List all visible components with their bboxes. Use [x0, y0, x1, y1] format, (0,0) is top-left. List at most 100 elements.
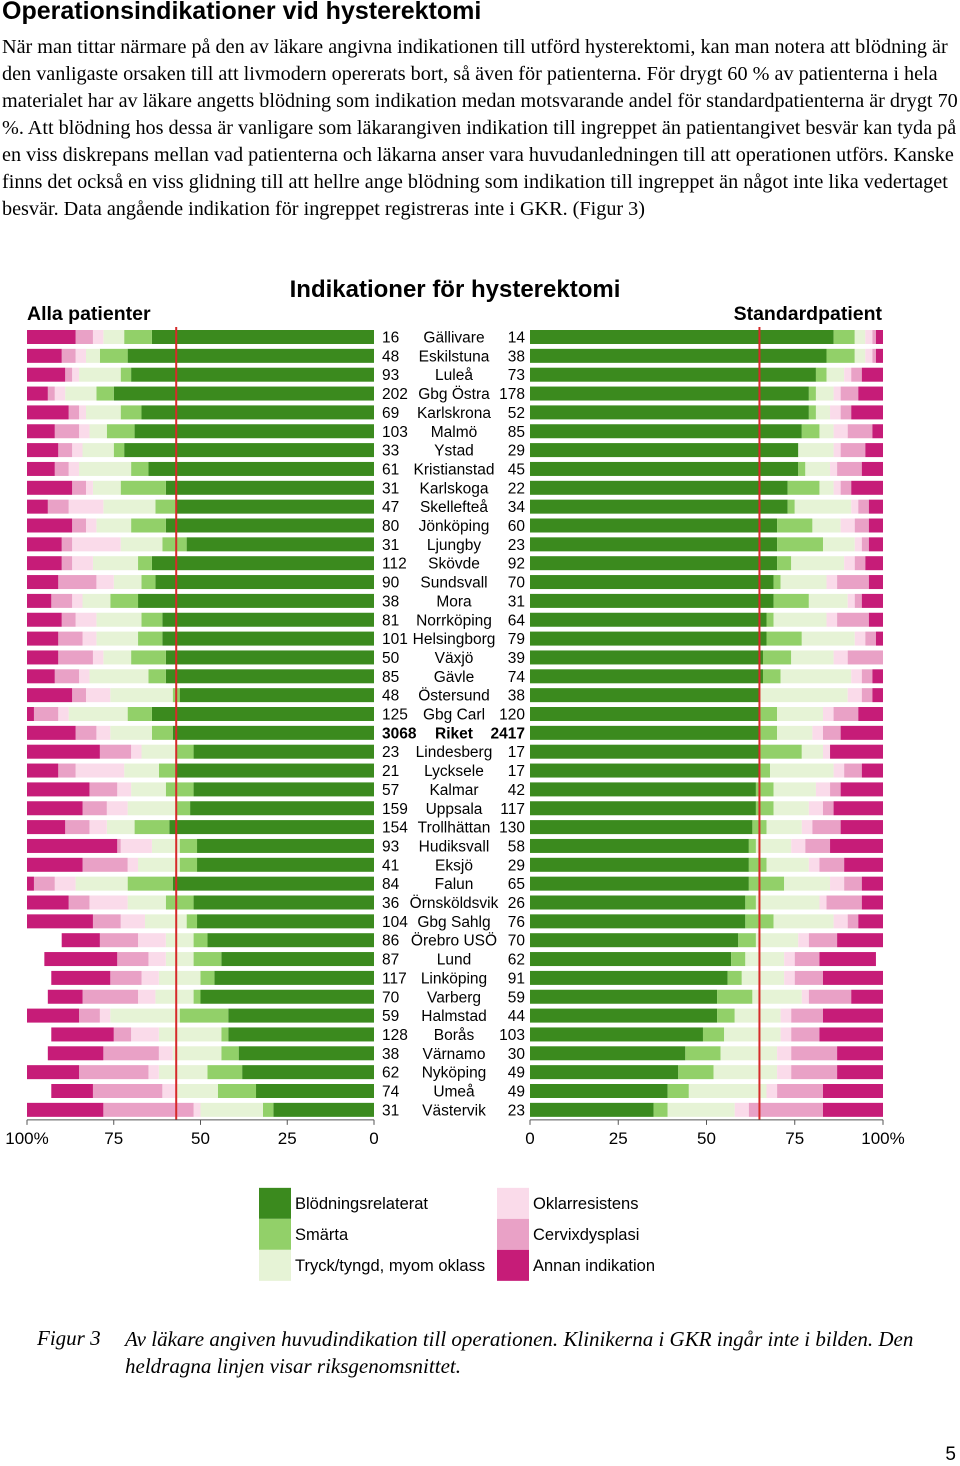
bar-left-eskilstuna-cervixdysplasi — [61, 348, 76, 363]
bar-left-lycksele-annan-indikation — [27, 763, 59, 778]
bar-left-kristianstad-annan-indikation — [27, 461, 55, 476]
bar-left-linkoping-smarta — [200, 970, 215, 985]
clinic-malmo: Malmö — [431, 424, 478, 441]
bar-left-orebro-uso-tryck-tyngd-myom-oklass — [165, 933, 194, 948]
n-std-vastervik: 23 — [508, 1102, 525, 1119]
bar-right-kristianstad-oklarresistens — [830, 461, 838, 476]
clinic-lindesberg: Lindesberg — [416, 744, 493, 761]
bar-left-nykoping-annan-indikation — [27, 1065, 80, 1080]
bar-right-trollhattan-blodningsrelaterat — [530, 820, 753, 835]
bar-left-sundsvall-annan-indikation — [27, 575, 59, 590]
bar-right-umea-cervixdysplasi — [777, 1084, 823, 1098]
n-all-trollhattan: 154 — [382, 820, 408, 837]
bar-right-norrkoping-oklarresistens — [826, 612, 838, 627]
bar-left-kristianstad-oklarresistens — [68, 461, 80, 476]
bar-left-lund-annan-indikation — [44, 952, 118, 967]
bar-right-vaxjo-cervixdysplasi — [847, 650, 883, 665]
bar-right-boras-oklarresistens — [780, 1027, 792, 1042]
bar-left-riket-cervixdysplasi — [75, 725, 97, 740]
bar-left-gallivare-annan-indikation — [27, 330, 76, 344]
bar-right-skelleftea-tryck-tyngd-myom-oklass — [794, 499, 852, 514]
bar-left-lindesberg-smarta — [176, 744, 194, 759]
bar-left-vastervik-cervixdysplasi — [103, 1102, 194, 1117]
bar-right-gallivare-annan-indikation — [875, 330, 883, 344]
bar-right-karlskoga-annan-indikation — [851, 480, 883, 495]
bar-left-eskilstuna-blodningsrelaterat — [127, 348, 374, 363]
bar-left-varberg-smarta — [193, 989, 201, 1004]
bar-right-norrkoping-blodningsrelaterat — [530, 612, 767, 627]
n-all-lycksele: 21 — [382, 763, 399, 780]
bar-left-halmstad-tryck-tyngd-myom-oklass — [110, 1008, 180, 1023]
bar-right-kalmar-blodningsrelaterat — [530, 782, 756, 797]
bar-right-lycksele-blodningsrelaterat — [530, 763, 760, 778]
bar-right-kristianstad-blodningsrelaterat — [530, 461, 799, 476]
n-std-trollhattan: 130 — [499, 820, 525, 837]
bar-left-gbg-carl-smarta — [127, 707, 152, 721]
bar-right-vaxjo-blodningsrelaterat — [530, 650, 763, 665]
bar-right-gavle-tryck-tyngd-myom-oklass — [780, 669, 852, 684]
bar-left-jonkoping-annan-indikation — [27, 518, 73, 533]
n-all-umea: 74 — [382, 1084, 400, 1101]
bar-right-gavle-smarta — [762, 669, 781, 684]
clinic-gbg-carl: Gbg Carl — [423, 707, 485, 724]
intro-paragraph: När man tittar närmare på den av läkare … — [2, 36, 958, 220]
bar-left-kalmar-tryck-tyngd-myom-oklass — [131, 782, 166, 797]
bar-left-mora-blodningsrelaterat — [138, 593, 374, 608]
bar-right-trollhattan-oklarresistens — [801, 820, 813, 835]
bar-left-mora-oklarresistens — [72, 593, 83, 608]
bar-right-boras-annan-indikation — [819, 1027, 883, 1042]
bar-left-uppsala-smarta — [176, 801, 191, 816]
bar-right-ystad-annan-indikation — [865, 443, 883, 458]
bar-left-vaxjo-smarta — [131, 650, 166, 665]
bar-right-halmstad-blodningsrelaterat — [530, 1008, 718, 1023]
bar-left-malmo-smarta — [106, 424, 135, 439]
bar-left-varberg-tryck-tyngd-myom-oklass — [155, 989, 194, 1004]
chart-title: Indikationer för hysterektomi — [290, 276, 621, 303]
bar-right-umea-smarta — [667, 1084, 689, 1098]
bar-left-lulea-smarta — [120, 367, 132, 382]
bar-right-skovde-tryck-tyngd-myom-oklass — [791, 556, 845, 571]
bar-right-hudiksvall-tryck-tyngd-myom-oklass — [755, 838, 792, 853]
bar-left-vastervik-blodningsrelaterat — [273, 1102, 374, 1117]
bar-left-lund-blodningsrelaterat — [221, 952, 374, 967]
bar-left-lycksele-smarta — [158, 763, 177, 778]
bar-right-varberg-blodningsrelaterat — [530, 989, 718, 1004]
legend-swatch-cervixdysplasi — [497, 1218, 529, 1250]
bar-left-kalmar-oklarresistens — [117, 782, 132, 797]
bar-left-ljungby-tryck-tyngd-myom-oklass — [120, 537, 163, 552]
bar-left-linkoping-tryck-tyngd-myom-oklass — [158, 970, 201, 985]
bar-left-vaxjo-blodningsrelaterat — [165, 650, 374, 665]
bar-left-ostersund-blodningsrelaterat — [179, 688, 374, 703]
bar-right-jonkoping-cervixdysplasi — [854, 518, 869, 533]
left-tick-label: 0 — [369, 1129, 378, 1148]
legend-label-annan-indikation: Annan indikation — [533, 1257, 655, 1275]
bar-left-gbg-carl-annan-indikation — [27, 707, 34, 721]
clinic-falun: Falun — [435, 876, 474, 893]
bar-left-gavle-tryck-tyngd-myom-oklass — [89, 669, 149, 684]
bar-right-gallivare-cervixdysplasi — [872, 330, 876, 344]
bar-right-kristianstad-tryck-tyngd-myom-oklass — [805, 461, 831, 476]
bar-left-mora-cervixdysplasi — [51, 593, 73, 608]
n-std-ystad: 29 — [508, 443, 525, 460]
bar-left-nykoping-tryck-tyngd-myom-oklass — [158, 1065, 208, 1080]
bar-left-nykoping-oklarresistens — [148, 1065, 159, 1080]
bar-left-riket-blodningsrelaterat — [172, 725, 374, 740]
bar-right-skelleftea-oklarresistens — [851, 499, 859, 514]
bar-right-lund-cervixdysplasi — [794, 952, 820, 967]
bar-left-varberg-annan-indikation — [47, 989, 83, 1004]
bar-right-hudiksvall-smarta — [748, 838, 756, 853]
n-std-falun: 65 — [508, 876, 525, 893]
bar-left-nykoping-smarta — [207, 1065, 243, 1080]
bar-left-eksjo-blodningsrelaterat — [197, 857, 374, 872]
bar-right-lulea-blodningsrelaterat — [530, 367, 816, 382]
clinic-gbg-ostra: Gbg Östra — [418, 385, 490, 403]
bar-right-skelleftea-smarta — [787, 499, 795, 514]
bar-right-orebro-uso-oklarresistens — [798, 933, 809, 948]
bar-right-mora-blodningsrelaterat — [530, 593, 774, 608]
bar-right-norrkoping-tryck-tyngd-myom-oklass — [773, 612, 827, 627]
bar-right-boras-cervixdysplasi — [791, 1027, 820, 1042]
bar-right-halmstad-oklarresistens — [780, 1008, 792, 1023]
n-all-sundsvall: 90 — [382, 575, 400, 592]
bar-left-umea-cervixdysplasi — [92, 1084, 163, 1098]
bar-left-vastervik-smarta — [262, 1102, 274, 1117]
